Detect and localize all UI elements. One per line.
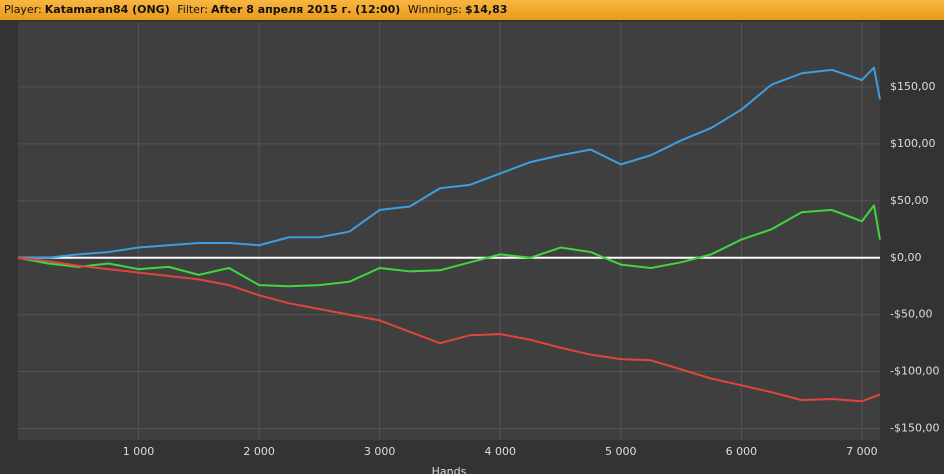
y-tick-label: $100,00 [890, 137, 936, 150]
chart: Hands -$150,00 -$100,00 -$50,00 $0,00 $50,00… [17, 22, 939, 474]
x-tick-label: 7 000 [846, 445, 878, 458]
x-tick-label: 5 000 [605, 445, 637, 458]
filter-value: After 8 апреля 2015 г. (12:00) [211, 3, 401, 16]
player-value: Katamaran84 (ONG) [44, 3, 170, 16]
x-tick-label: 6 000 [726, 445, 758, 458]
y-tick-label: -$150,00 [890, 422, 939, 435]
x-tick-label: 2 000 [243, 445, 275, 458]
player-label: Player: [4, 3, 42, 16]
filter-label: Filter: [177, 3, 208, 16]
header-bar: Player: Katamaran84 (ONG) Filter: After 8 … [0, 0, 944, 20]
y-tick-label: -$50,00 [890, 308, 932, 321]
x-tick-label: 1 000 [123, 445, 155, 458]
y-tick-label: -$100,00 [890, 365, 939, 378]
x-tick-label: 4 000 [484, 445, 516, 458]
y-tick-label: $150,00 [890, 80, 936, 93]
plot-area [18, 22, 880, 440]
winnings-label: Winnings: [407, 3, 462, 16]
y-tick-label: $0,00 [890, 251, 922, 264]
winnings-value: $14,83 [464, 3, 508, 16]
series-line [17, 204, 881, 288]
y-tick-label: $50,00 [890, 194, 929, 207]
x-axis-label: Hands [432, 465, 467, 474]
x-tick-label: 3 000 [364, 445, 396, 458]
series-line [18, 66, 881, 259]
series-line [17, 256, 881, 403]
